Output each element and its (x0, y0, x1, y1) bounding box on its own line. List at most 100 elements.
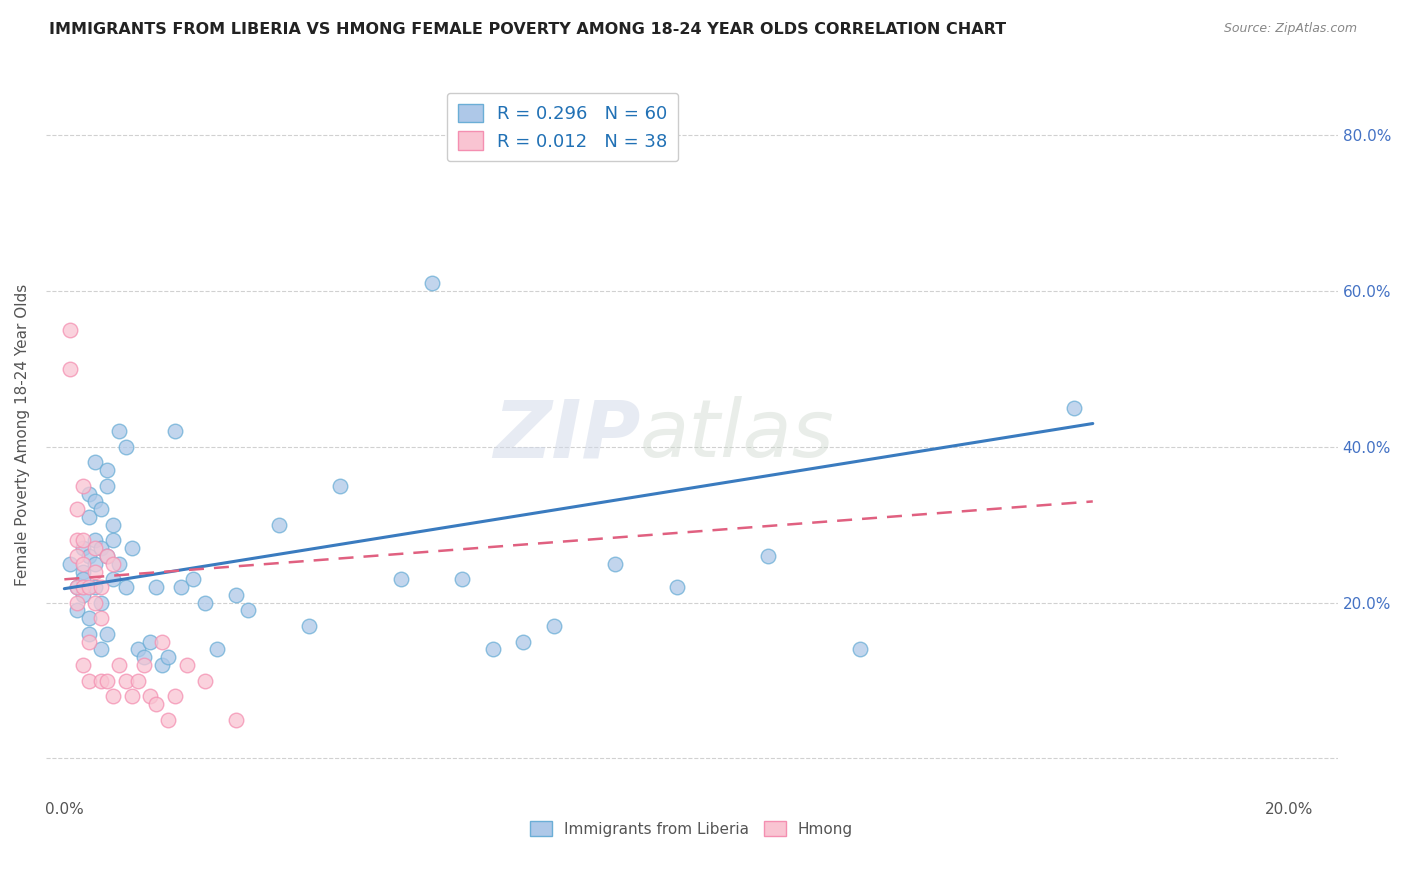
Point (103, 572, 125, 586)
Point (150, 634, 173, 648)
Point (389, 572, 412, 586)
Point (77, 580, 100, 594)
Point (114, 580, 136, 594)
Point (127, 642, 149, 657)
Point (84, 557, 107, 571)
Point (72, 565, 94, 579)
Point (163, 689, 186, 703)
Point (127, 673, 149, 688)
Point (139, 689, 162, 703)
Point (84, 541, 107, 556)
Point (72, 557, 94, 571)
Point (103, 517, 125, 532)
Point (121, 689, 143, 703)
Point (103, 533, 125, 548)
Point (145, 697, 167, 711)
Point (90, 673, 112, 688)
Point (157, 650, 180, 665)
Point (96, 479, 118, 493)
Point (420, 277, 443, 291)
Point (114, 440, 136, 454)
Text: atlas: atlas (640, 396, 835, 475)
Point (84, 565, 107, 579)
Point (72, 533, 94, 548)
Point (150, 658, 173, 673)
Point (849, 642, 872, 657)
Point (84, 494, 107, 508)
Point (236, 603, 259, 617)
Point (169, 580, 191, 594)
Point (482, 642, 505, 657)
Point (132, 658, 155, 673)
Point (77, 627, 100, 641)
Point (1063, 401, 1085, 415)
Point (108, 557, 131, 571)
Point (512, 634, 534, 648)
Point (181, 572, 204, 586)
Point (108, 425, 131, 439)
Point (72, 572, 94, 586)
Point (103, 689, 125, 703)
Point (103, 557, 125, 571)
Point (132, 650, 155, 665)
Point (114, 673, 136, 688)
Point (65, 580, 87, 594)
Point (84, 533, 107, 548)
Point (605, 557, 627, 571)
Point (90, 596, 112, 610)
Point (756, 549, 779, 563)
Point (145, 580, 167, 594)
Text: ZIP: ZIP (492, 396, 640, 475)
Point (65, 502, 87, 516)
Point (543, 619, 565, 633)
Point (96, 549, 118, 563)
Point (77, 611, 100, 625)
Point (72, 580, 94, 594)
Point (84, 580, 107, 594)
Point (451, 572, 474, 586)
Point (121, 541, 143, 556)
Point (77, 549, 100, 563)
Point (72, 658, 94, 673)
Point (72, 588, 94, 602)
Point (157, 713, 180, 727)
Point (65, 596, 87, 610)
Point (90, 611, 112, 625)
Point (65, 549, 87, 563)
Point (72, 541, 94, 556)
Point (108, 658, 131, 673)
Point (59, 557, 82, 571)
Point (665, 580, 688, 594)
Point (96, 673, 118, 688)
Point (267, 517, 290, 532)
Legend: Immigrants from Liberia, Hmong: Immigrants from Liberia, Hmong (523, 813, 860, 844)
Point (298, 619, 321, 633)
Point (194, 596, 217, 610)
Point (194, 673, 217, 688)
Y-axis label: Female Poverty Among 18-24 Year Olds: Female Poverty Among 18-24 Year Olds (15, 284, 30, 586)
Point (77, 673, 100, 688)
Point (77, 486, 100, 500)
Point (139, 634, 162, 648)
Point (84, 455, 107, 469)
Point (96, 549, 118, 563)
Point (96, 627, 118, 641)
Point (96, 463, 118, 477)
Text: Source: ZipAtlas.com: Source: ZipAtlas.com (1223, 22, 1357, 36)
Point (65, 533, 87, 548)
Point (59, 362, 82, 376)
Point (84, 596, 107, 610)
Point (72, 479, 94, 493)
Point (59, 323, 82, 337)
Text: IMMIGRANTS FROM LIBERIA VS HMONG FEMALE POVERTY AMONG 18-24 YEAR OLDS CORRELATIO: IMMIGRANTS FROM LIBERIA VS HMONG FEMALE … (49, 22, 1007, 37)
Point (329, 479, 352, 493)
Point (90, 502, 112, 516)
Point (90, 642, 112, 657)
Point (90, 541, 112, 556)
Point (65, 603, 87, 617)
Point (77, 634, 100, 648)
Point (77, 510, 100, 524)
Point (207, 642, 229, 657)
Point (163, 425, 186, 439)
Point (65, 580, 87, 594)
